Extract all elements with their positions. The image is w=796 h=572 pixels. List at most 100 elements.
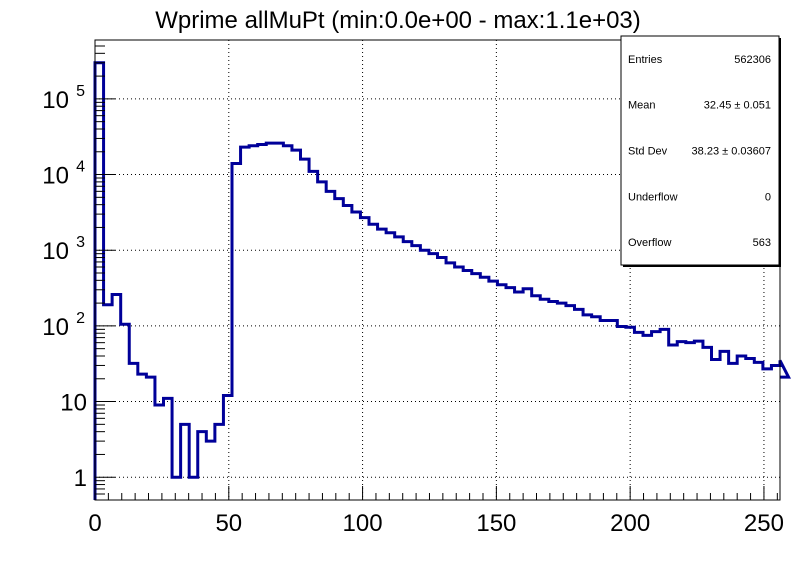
stats-label: Mean <box>628 100 656 112</box>
histogram-bin <box>737 356 746 500</box>
histogram-bin <box>729 363 738 500</box>
x-tick-label: 0 <box>88 510 101 537</box>
histogram-bin <box>129 363 138 500</box>
histogram-bin <box>309 171 318 500</box>
stats-label: Underflow <box>628 191 678 203</box>
histogram-bin <box>609 320 618 500</box>
histogram-bin <box>549 302 558 500</box>
histogram-bin <box>172 477 181 500</box>
histogram-bin <box>301 159 310 500</box>
x-tick-label: 250 <box>744 510 784 537</box>
histogram-bin <box>686 343 695 500</box>
stats-label: Overflow <box>628 237 671 249</box>
histogram-bin <box>412 246 421 500</box>
histogram-bin <box>138 374 147 500</box>
histogram-bin <box>746 359 755 500</box>
histogram-bin <box>360 218 369 500</box>
y-tick-label: 10 <box>42 238 69 265</box>
histogram-bin <box>754 362 763 500</box>
histogram-bin <box>540 299 549 500</box>
histogram-bin <box>104 305 113 500</box>
y-tick-exponent: 3 <box>76 234 85 251</box>
histogram-bin <box>583 315 592 500</box>
x-tick-label: 50 <box>215 510 242 537</box>
histogram-bin <box>506 288 515 500</box>
histogram-bin <box>712 359 721 500</box>
stats-value: 0 <box>765 191 771 203</box>
histogram-bin <box>292 150 301 500</box>
histogram-bin <box>189 477 198 500</box>
y-tick-exponent: 2 <box>76 310 85 327</box>
stats-box-frame <box>620 35 780 266</box>
y-tick-label: 1 <box>74 465 87 492</box>
histogram-bin <box>266 143 275 500</box>
histogram-bin <box>489 281 498 500</box>
histogram-series-line <box>93 61 792 500</box>
histogram-bin <box>617 327 626 500</box>
y-tick-label: 10 <box>42 314 69 341</box>
histogram-bin <box>318 182 327 500</box>
histogram-bin <box>241 147 250 500</box>
stats-box: Entries 562306 Mean 32.45 ± 0.051 Std Dev 38.… <box>620 35 781 267</box>
histogram-bin <box>403 242 412 500</box>
histogram-bin <box>258 144 267 500</box>
histogram-bin <box>677 342 686 500</box>
histogram-bin <box>472 274 481 500</box>
histogram-bin <box>429 254 438 500</box>
histogram-bin <box>600 320 609 500</box>
stats-label: Entries <box>628 54 663 66</box>
histogram-bin <box>660 329 669 500</box>
histogram-bin <box>575 309 584 500</box>
histogram-bin <box>626 327 635 500</box>
histogram-bin <box>438 258 447 500</box>
stats-label: Std Dev <box>628 146 668 158</box>
stats-value: 38.23 ± 0.03607 <box>692 146 771 158</box>
histogram-bin <box>249 146 258 500</box>
stats-value: 563 <box>753 237 771 249</box>
histogram-bin <box>378 229 387 500</box>
x-tick-label: 100 <box>343 510 383 537</box>
histogram-bin <box>515 292 524 500</box>
histogram-bin <box>386 233 395 500</box>
histogram-bin <box>283 146 292 500</box>
histogram-bin <box>634 332 643 500</box>
histogram-bin <box>694 341 703 500</box>
histogram-bin <box>395 237 404 500</box>
stats-value: 562306 <box>734 54 771 66</box>
histogram-bin <box>326 191 335 500</box>
histogram-bin <box>446 263 455 500</box>
y-tick-exponent: 4 <box>76 159 85 176</box>
histogram-bin <box>771 365 780 500</box>
histogram-bin <box>369 224 378 500</box>
histogram-bin <box>455 267 464 500</box>
histogram-bin <box>557 303 566 500</box>
y-tick-label: 10 <box>42 87 69 114</box>
histogram-bin <box>420 250 429 500</box>
histogram-bin <box>335 199 344 500</box>
histogram-bin <box>463 270 472 500</box>
x-tick-label: 150 <box>476 510 516 537</box>
y-axis: 1 10 10 2 10 3 10 4 10 5 <box>42 39 115 501</box>
y-tick-exponent: 5 <box>76 83 85 100</box>
histogram-bin <box>155 405 164 500</box>
histogram-bin <box>523 289 532 500</box>
histogram-bin <box>352 212 361 500</box>
y-tick-label: 10 <box>60 390 87 417</box>
histogram-bin <box>643 335 652 500</box>
histogram-bin <box>652 332 661 500</box>
histogram-bin <box>480 277 489 500</box>
histogram-bin <box>275 143 284 500</box>
histogram-bin <box>592 317 601 500</box>
histogram-bin <box>497 285 506 500</box>
chart-title: Wprime allMuPt (min:0.0e+00 - max:1.1e+0… <box>155 7 641 34</box>
plot-frame <box>94 39 781 501</box>
x-tick-label: 200 <box>610 510 650 537</box>
y-tick-label: 10 <box>42 163 69 190</box>
stats-value: 32.45 ± 0.051 <box>704 100 771 112</box>
histogram-bin <box>206 441 215 500</box>
histogram-bin <box>532 296 541 500</box>
histogram-bin <box>343 205 352 500</box>
x-axis: 0 50 100 150 200 250 <box>88 486 784 537</box>
histogram-bin <box>566 306 575 500</box>
